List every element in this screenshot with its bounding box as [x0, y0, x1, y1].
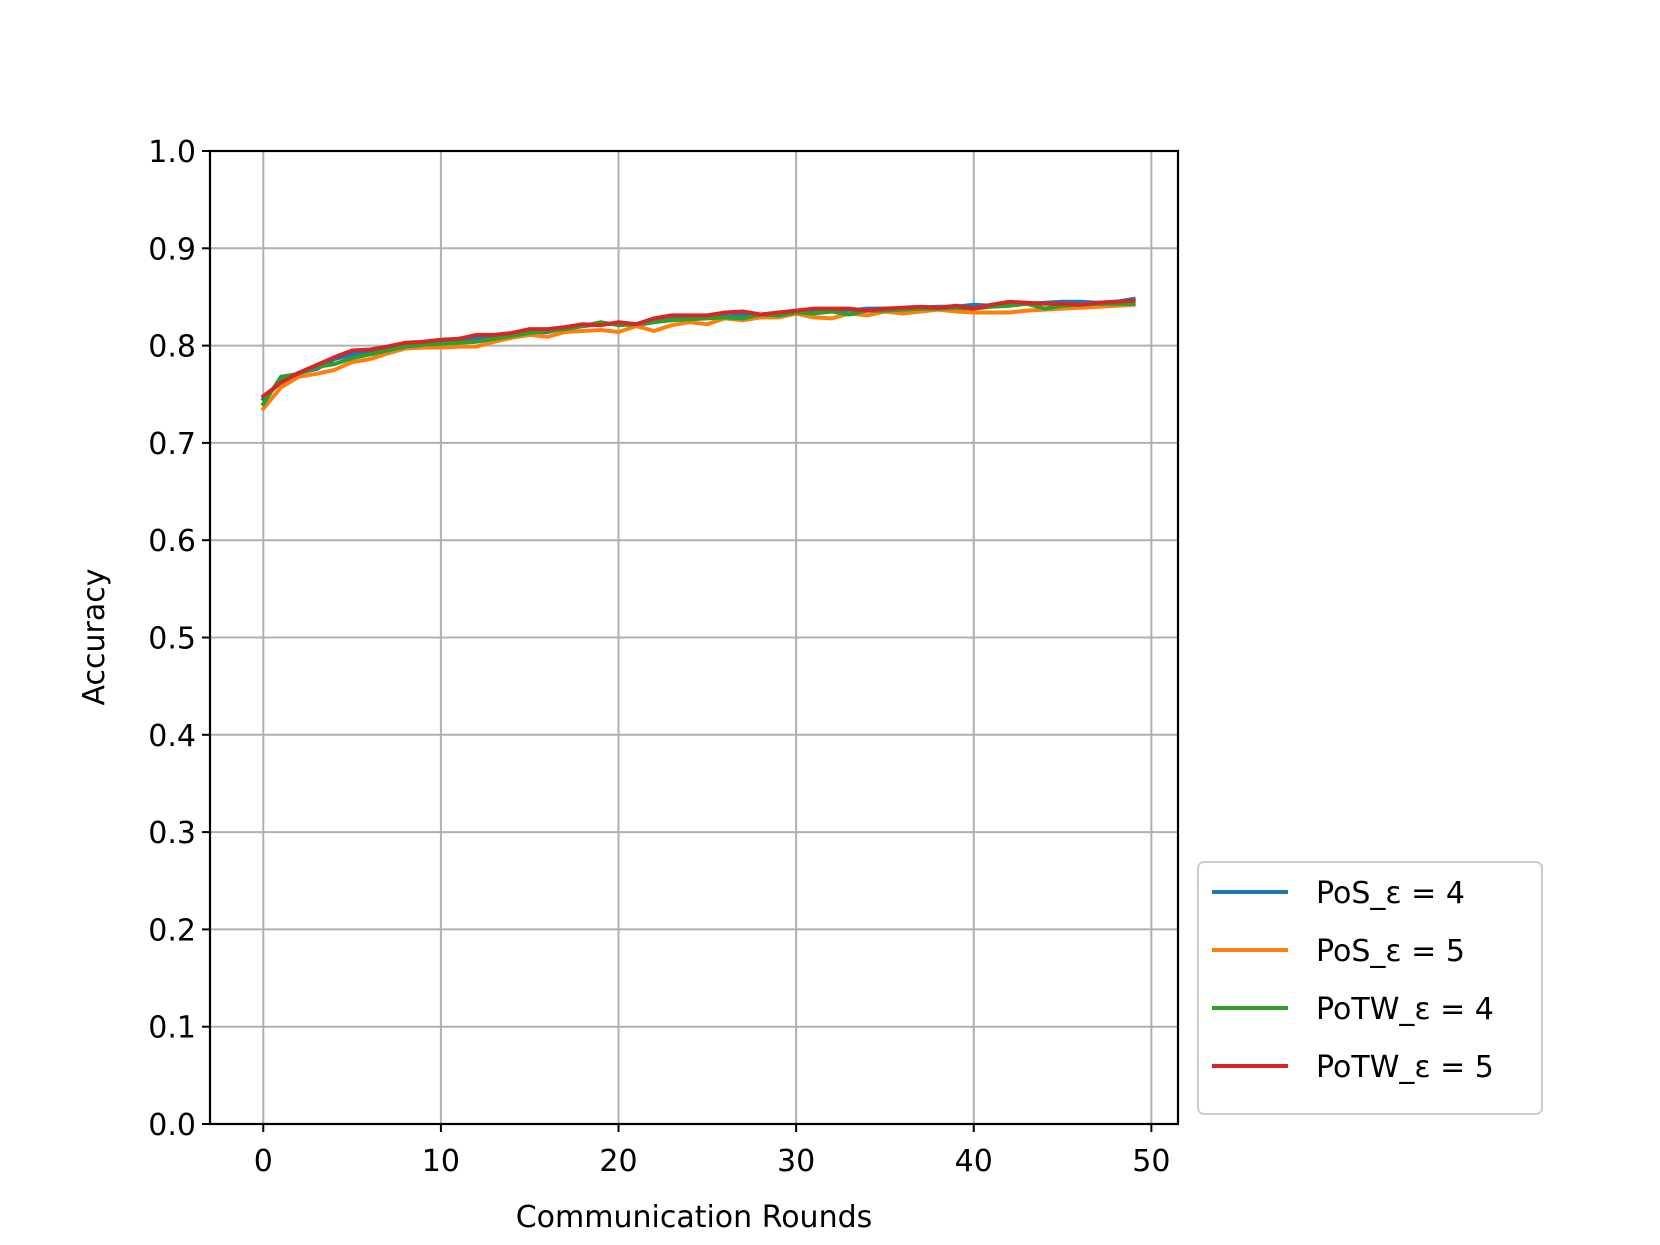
y-tick-label: 0.3	[148, 816, 196, 851]
legend-box	[1197, 861, 1543, 1115]
legend-label-0: PoS_ε = 4	[1316, 876, 1465, 911]
x-tick-label: 50	[1132, 1144, 1170, 1179]
y-tick-label: 1.0	[148, 135, 196, 170]
series-lines	[260, 296, 1136, 412]
series-line-1	[260, 302, 1136, 412]
x-tick-label: 10	[422, 1144, 460, 1179]
y-tick-label: 0.2	[148, 913, 196, 948]
legend-label-1: PoS_ε = 5	[1316, 934, 1465, 969]
y-tick-label: 0.1	[148, 1011, 196, 1046]
y-tick-label: 0.7	[148, 427, 196, 462]
series-line-3	[260, 298, 1136, 400]
legend: PoS_ε = 4 PoS_ε = 5 PoTW_ε = 4 PoTW_ε = 5	[1197, 861, 1543, 1115]
x-tick-label: 20	[599, 1144, 637, 1179]
x-tick-label: 30	[777, 1144, 815, 1179]
legend-label-2: PoTW_ε = 4	[1316, 992, 1494, 1027]
y-tick-label: 0.5	[148, 622, 196, 657]
x-axis-title: Communication Rounds	[516, 1200, 873, 1235]
y-tick-label: 0.9	[148, 232, 196, 267]
x-tick-label: 0	[254, 1144, 273, 1179]
y-tick-label: 0.6	[148, 524, 196, 559]
legend-label-3: PoTW_ε = 5	[1316, 1050, 1494, 1085]
y-tick-label: 0.4	[148, 719, 196, 754]
y-tick-label: 0.0	[148, 1108, 196, 1143]
axis-ticks: 0 10 20 30 40 50 0.0 0.1 0.2 0.3 0.4 0.5 0.6 0.7 0.8 0.…	[148, 135, 1170, 1179]
grid-lines	[210, 150, 1178, 1125]
y-tick-label: 0.8	[148, 330, 196, 365]
y-axis-title: Accuracy	[77, 569, 112, 706]
x-tick-label: 40	[955, 1144, 993, 1179]
